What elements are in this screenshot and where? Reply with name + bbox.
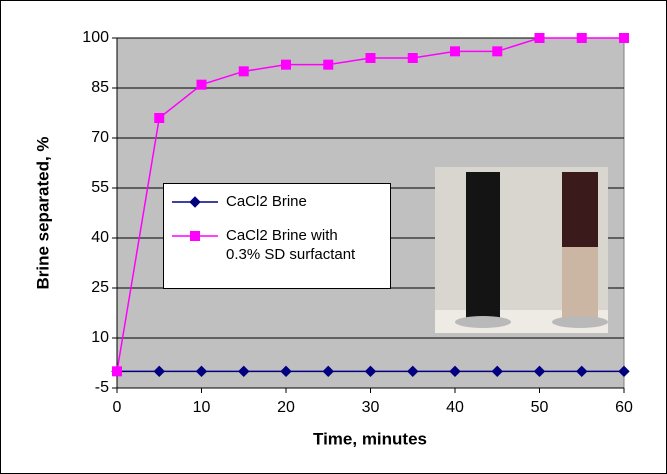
marker	[407, 365, 419, 378]
marker	[153, 365, 165, 378]
marker	[576, 365, 588, 378]
photo-foot	[455, 316, 511, 328]
inset-photo	[435, 167, 608, 333]
legend-swatch	[172, 196, 218, 208]
marker	[364, 365, 377, 378]
y-axis-title: Brine separated, %	[33, 136, 52, 289]
legend-label: CaCl2 Brine	[226, 193, 307, 210]
photo-tube-brine	[562, 247, 598, 320]
y-tick-label: 85	[91, 79, 109, 96]
marker	[196, 79, 207, 90]
x-tick-label: 20	[277, 399, 295, 416]
legend: CaCl2 Brine CaCl2 Brine with 0.3% SD surf…	[163, 183, 391, 289]
x-tick-label: 0	[113, 399, 122, 416]
marker	[195, 365, 208, 378]
marker	[280, 365, 292, 378]
y-tick-label: 10	[91, 329, 109, 346]
marker	[190, 231, 200, 241]
marker	[492, 46, 503, 57]
y-tick-label: 25	[91, 279, 109, 296]
y-tick-label: 100	[82, 29, 109, 46]
y-tick-label: 55	[91, 179, 109, 196]
marker	[491, 365, 503, 378]
marker	[534, 33, 545, 43]
photo-tube	[562, 172, 598, 247]
y-tick-label: -5	[95, 379, 109, 396]
marker	[323, 59, 334, 70]
marker	[449, 365, 461, 378]
marker	[281, 59, 291, 70]
photo-foot	[552, 316, 608, 328]
legend-item: CaCl2 Brine with 0.3% SD surfactant	[170, 226, 376, 264]
legend-item: CaCl2 Brine	[170, 192, 376, 212]
marker	[238, 365, 250, 378]
marker	[450, 46, 460, 57]
x-axis-title: Time, minutes	[313, 429, 427, 448]
marker	[619, 33, 629, 43]
y-tick-label: 70	[91, 129, 109, 146]
x-tick-label: 60	[615, 399, 633, 416]
photo-tube	[466, 172, 500, 320]
x-tick-label: 10	[193, 399, 211, 416]
marker	[189, 196, 201, 208]
legend-swatch	[172, 231, 218, 241]
marker	[322, 365, 334, 378]
marker	[154, 113, 165, 123]
marker	[238, 66, 249, 77]
marker	[533, 365, 546, 378]
marker	[365, 53, 376, 63]
marker	[407, 53, 418, 63]
legend-label: CaCl2 Brine with 0.3% SD surfactant	[226, 227, 356, 263]
marker	[112, 366, 122, 377]
marker	[576, 33, 587, 43]
marker	[618, 365, 630, 378]
y-tick-label: 40	[91, 229, 109, 246]
x-tick-label: 50	[531, 399, 549, 416]
x-tick-label: 40	[446, 399, 464, 416]
x-tick-label: 30	[362, 399, 380, 416]
